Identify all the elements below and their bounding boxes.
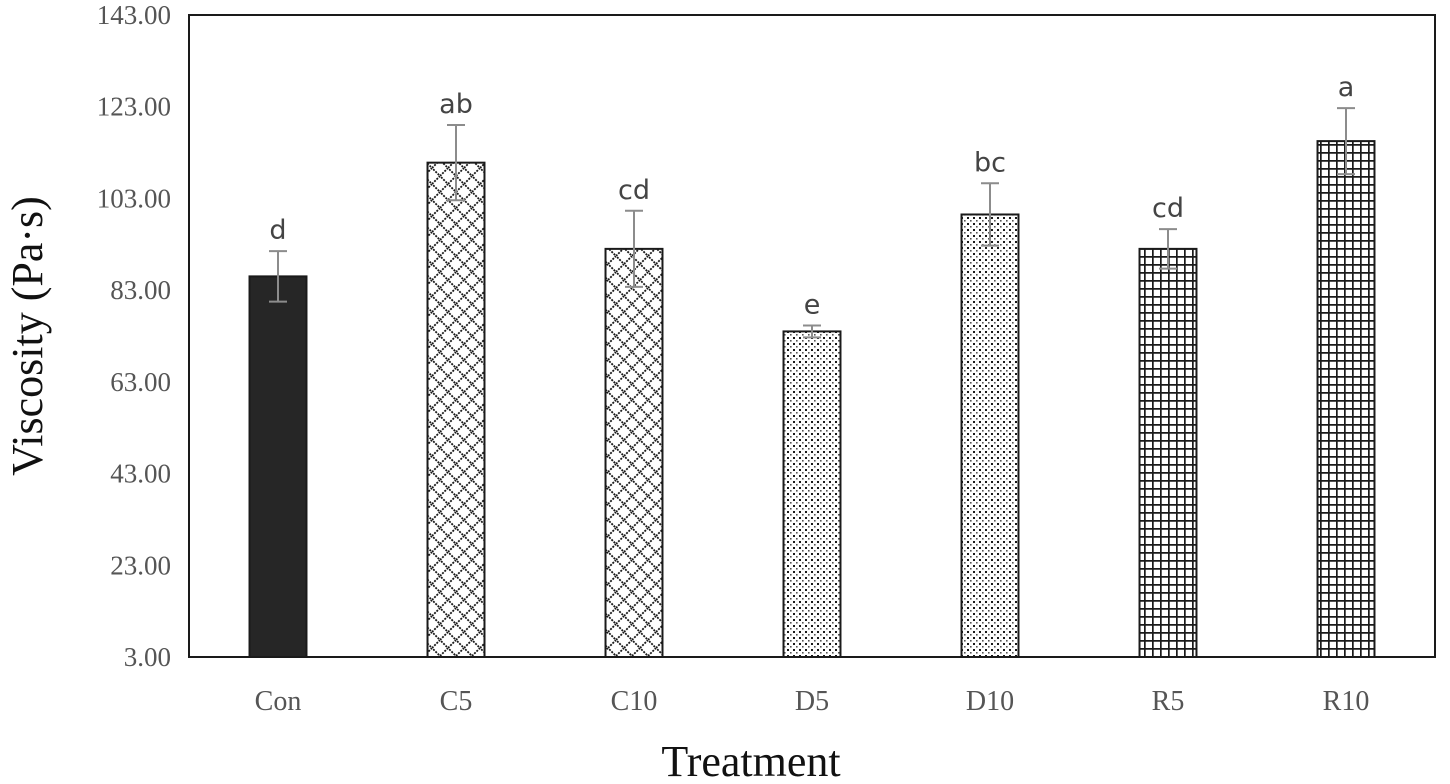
bar-d5 xyxy=(782,330,842,658)
significance-label: bc xyxy=(974,147,1006,178)
x-tick-label: C10 xyxy=(611,686,658,717)
y-tick-label: 43.00 xyxy=(110,459,171,489)
x-tick-label: Con xyxy=(255,686,302,717)
error-bar-r5 xyxy=(1159,228,1177,270)
bar-c5 xyxy=(426,161,486,658)
y-tick-label: 3.00 xyxy=(124,642,171,672)
error-bar-r10 xyxy=(1337,107,1355,176)
significance-label: a xyxy=(1338,72,1355,103)
bar-d10 xyxy=(960,213,1020,658)
x-tick-label: R5 xyxy=(1152,686,1185,717)
error-bar-con xyxy=(269,250,287,303)
significance-label: e xyxy=(804,289,821,320)
y-tick-label: 123.00 xyxy=(97,92,171,122)
error-bar-d10 xyxy=(981,182,999,247)
y-tick-label: 83.00 xyxy=(110,275,171,305)
y-axis-ticks: 3.00 23.00 43.00 63.00 83.00 103.00 123.00 143.… xyxy=(97,0,171,672)
error-bar-c10 xyxy=(625,209,643,288)
significance-label: cd xyxy=(1152,193,1184,224)
x-tick-label: D10 xyxy=(966,686,1014,717)
y-tick-label: 23.00 xyxy=(110,550,171,580)
error-bar-d5 xyxy=(803,324,821,339)
x-axis-ticks: Con C5 C10 D5 D10 R5 R10 xyxy=(255,686,1370,717)
error-bars xyxy=(269,107,1355,339)
significance-labels: d ab cd e bc cd a xyxy=(269,72,1354,320)
bar-r5 xyxy=(1138,247,1198,658)
y-tick-label: 143.00 xyxy=(97,0,171,30)
bar-c10 xyxy=(604,247,664,658)
significance-label: d xyxy=(269,215,286,246)
bars xyxy=(248,140,1376,659)
x-axis-title: Treatment xyxy=(661,737,840,784)
y-tick-label: 103.00 xyxy=(97,183,171,213)
y-tick-label: 63.00 xyxy=(110,367,171,397)
x-tick-label: C5 xyxy=(440,686,473,717)
bar-r10 xyxy=(1316,140,1376,659)
y-axis-title: Viscosity (Pa·s) xyxy=(3,196,52,476)
bar-con xyxy=(248,275,308,658)
significance-label: cd xyxy=(618,175,650,206)
error-bar-c5 xyxy=(447,124,465,202)
significance-label: ab xyxy=(439,89,473,120)
x-tick-label: D5 xyxy=(795,686,829,717)
x-tick-label: R10 xyxy=(1323,686,1370,717)
